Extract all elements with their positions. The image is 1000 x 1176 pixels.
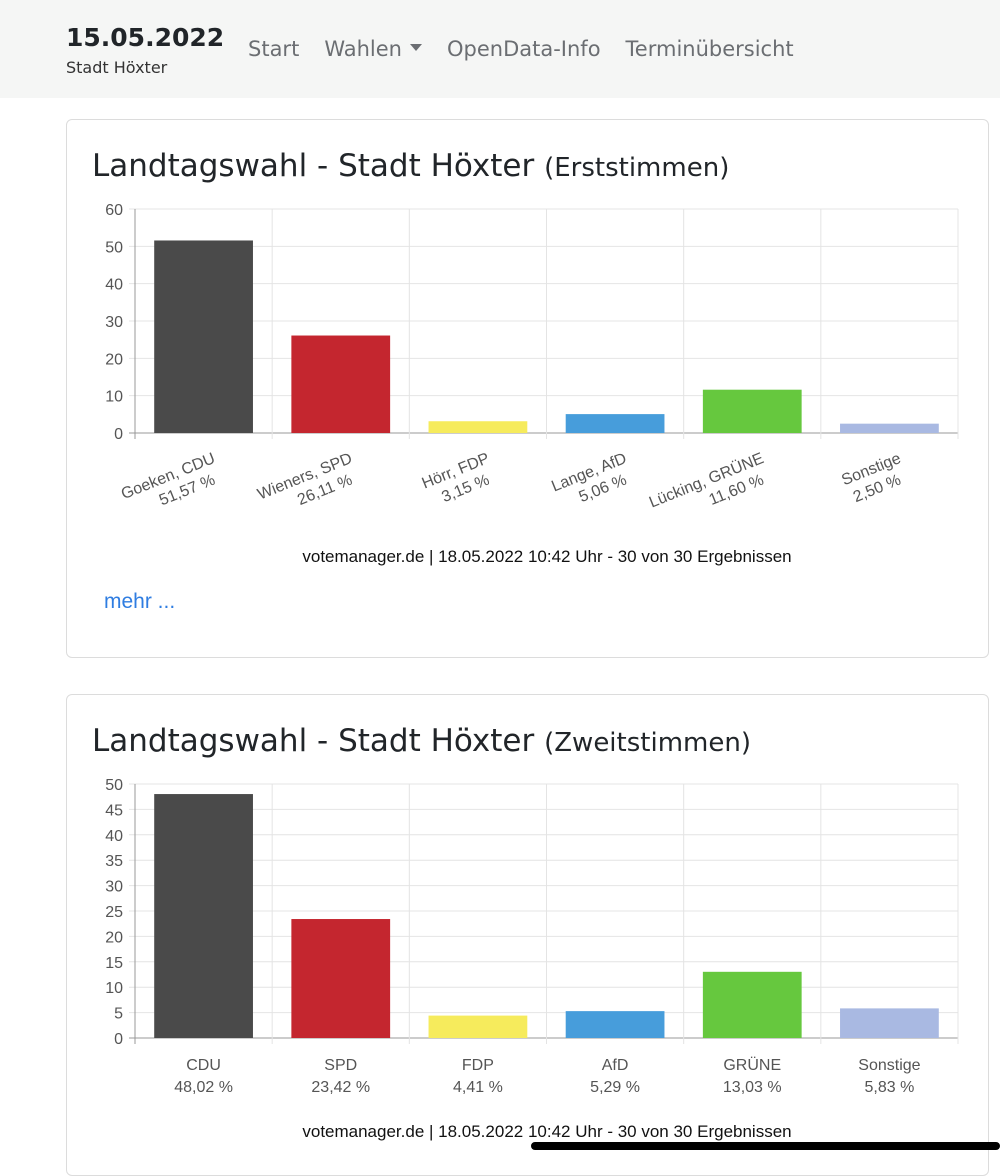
y-tick-label: 60 bbox=[105, 202, 123, 219]
bar-chart-zweitstimmen: 0 5 10 15 20 25 30 35 40 45 50 CDU 48,02 % SPD 23,42 %… bbox=[105, 777, 959, 1141]
brand-date: 15.05.2022 bbox=[66, 23, 225, 52]
chart-footer: votemanager.de | 18.05.2022 10:42 Uhr - … bbox=[302, 1122, 791, 1141]
data-label: 23,42 % bbox=[311, 1079, 370, 1096]
x-tick-label: GRÜNE bbox=[723, 1056, 781, 1074]
bar bbox=[291, 919, 391, 1038]
y-tick-label: 30 bbox=[105, 314, 123, 331]
bar bbox=[154, 794, 253, 1038]
bar bbox=[154, 240, 253, 433]
card-title: Landtagswahl - Stadt Höxter (Zweitstimme… bbox=[92, 723, 751, 759]
nav-item-wahlen-label: Wahlen bbox=[324, 37, 402, 61]
y-tick-label: 50 bbox=[105, 777, 123, 794]
y-tick-label: 40 bbox=[105, 828, 123, 845]
bar bbox=[840, 1008, 939, 1038]
card-title-sub: (Erststimmen) bbox=[544, 153, 730, 183]
y-tick-label: 35 bbox=[105, 853, 123, 870]
card-title: Landtagswahl - Stadt Höxter (Erststimmen… bbox=[92, 148, 729, 184]
bar bbox=[565, 1011, 665, 1038]
data-label: 13,03 % bbox=[723, 1079, 782, 1096]
y-tick-label: 15 bbox=[105, 955, 123, 972]
card-title-sub: (Zweitstimmen) bbox=[544, 728, 751, 758]
nav-item-termine[interactable]: Terminübersicht bbox=[625, 37, 794, 61]
result-card-erststimmen: Landtagswahl - Stadt Höxter (Erststimmen… bbox=[66, 119, 989, 658]
x-tick-label: SPD bbox=[324, 1057, 357, 1074]
y-tick-label: 20 bbox=[105, 929, 123, 946]
bar bbox=[702, 971, 802, 1038]
bar bbox=[702, 389, 802, 433]
chart-footer: votemanager.de | 18.05.2022 10:42 Uhr - … bbox=[302, 547, 791, 566]
bar bbox=[428, 1015, 528, 1038]
nav-menu: Start Wahlen OpenData-Info Terminübersic… bbox=[248, 35, 819, 63]
x-tick-label: Sonstige bbox=[858, 1057, 920, 1074]
y-tick-label: 20 bbox=[105, 351, 123, 368]
x-tick-label: AfD bbox=[602, 1057, 629, 1074]
card-title-main: Landtagswahl - Stadt Höxter bbox=[92, 148, 535, 184]
bar bbox=[840, 423, 939, 433]
data-label: 5,29 % bbox=[590, 1079, 640, 1096]
x-tick-label: FDP bbox=[462, 1057, 494, 1074]
data-label: 48,02 % bbox=[174, 1079, 233, 1096]
more-link[interactable]: mehr ... bbox=[104, 590, 176, 613]
y-tick-label: 50 bbox=[105, 239, 123, 256]
y-tick-label: 0 bbox=[114, 426, 123, 443]
y-tick-label: 0 bbox=[114, 1031, 123, 1048]
y-tick-label: 10 bbox=[105, 389, 123, 406]
y-tick-label: 40 bbox=[105, 277, 123, 294]
data-label: 5,83 % bbox=[865, 1079, 915, 1096]
nav-item-opendata[interactable]: OpenData-Info bbox=[446, 37, 601, 61]
y-tick-label: 5 bbox=[114, 1006, 123, 1023]
bar bbox=[428, 421, 528, 433]
caret-down-icon bbox=[409, 43, 422, 51]
brand[interactable]: 15.05.2022 Stadt Höxter bbox=[66, 22, 224, 77]
y-tick-label: 10 bbox=[105, 980, 123, 997]
card-title-main: Landtagswahl - Stadt Höxter bbox=[92, 723, 535, 759]
bar bbox=[291, 335, 391, 433]
nav-item-wahlen[interactable]: Wahlen bbox=[324, 35, 422, 63]
x-tick-label: CDU bbox=[186, 1057, 221, 1074]
home-indicator bbox=[531, 1142, 1000, 1150]
y-tick-label: 25 bbox=[105, 904, 123, 921]
bar bbox=[565, 414, 665, 433]
nav-item-start[interactable]: Start bbox=[248, 37, 300, 61]
data-label: 4,41 % bbox=[453, 1079, 503, 1096]
result-card-zweitstimmen: Landtagswahl - Stadt Höxter (Zweitstimme… bbox=[66, 694, 989, 1176]
y-tick-label: 30 bbox=[105, 879, 123, 896]
brand-subtitle: Stadt Höxter bbox=[66, 58, 168, 77]
y-tick-label: 45 bbox=[105, 802, 123, 819]
navbar: 15.05.2022 Stadt Höxter Start Wahlen Ope… bbox=[0, 0, 1000, 98]
